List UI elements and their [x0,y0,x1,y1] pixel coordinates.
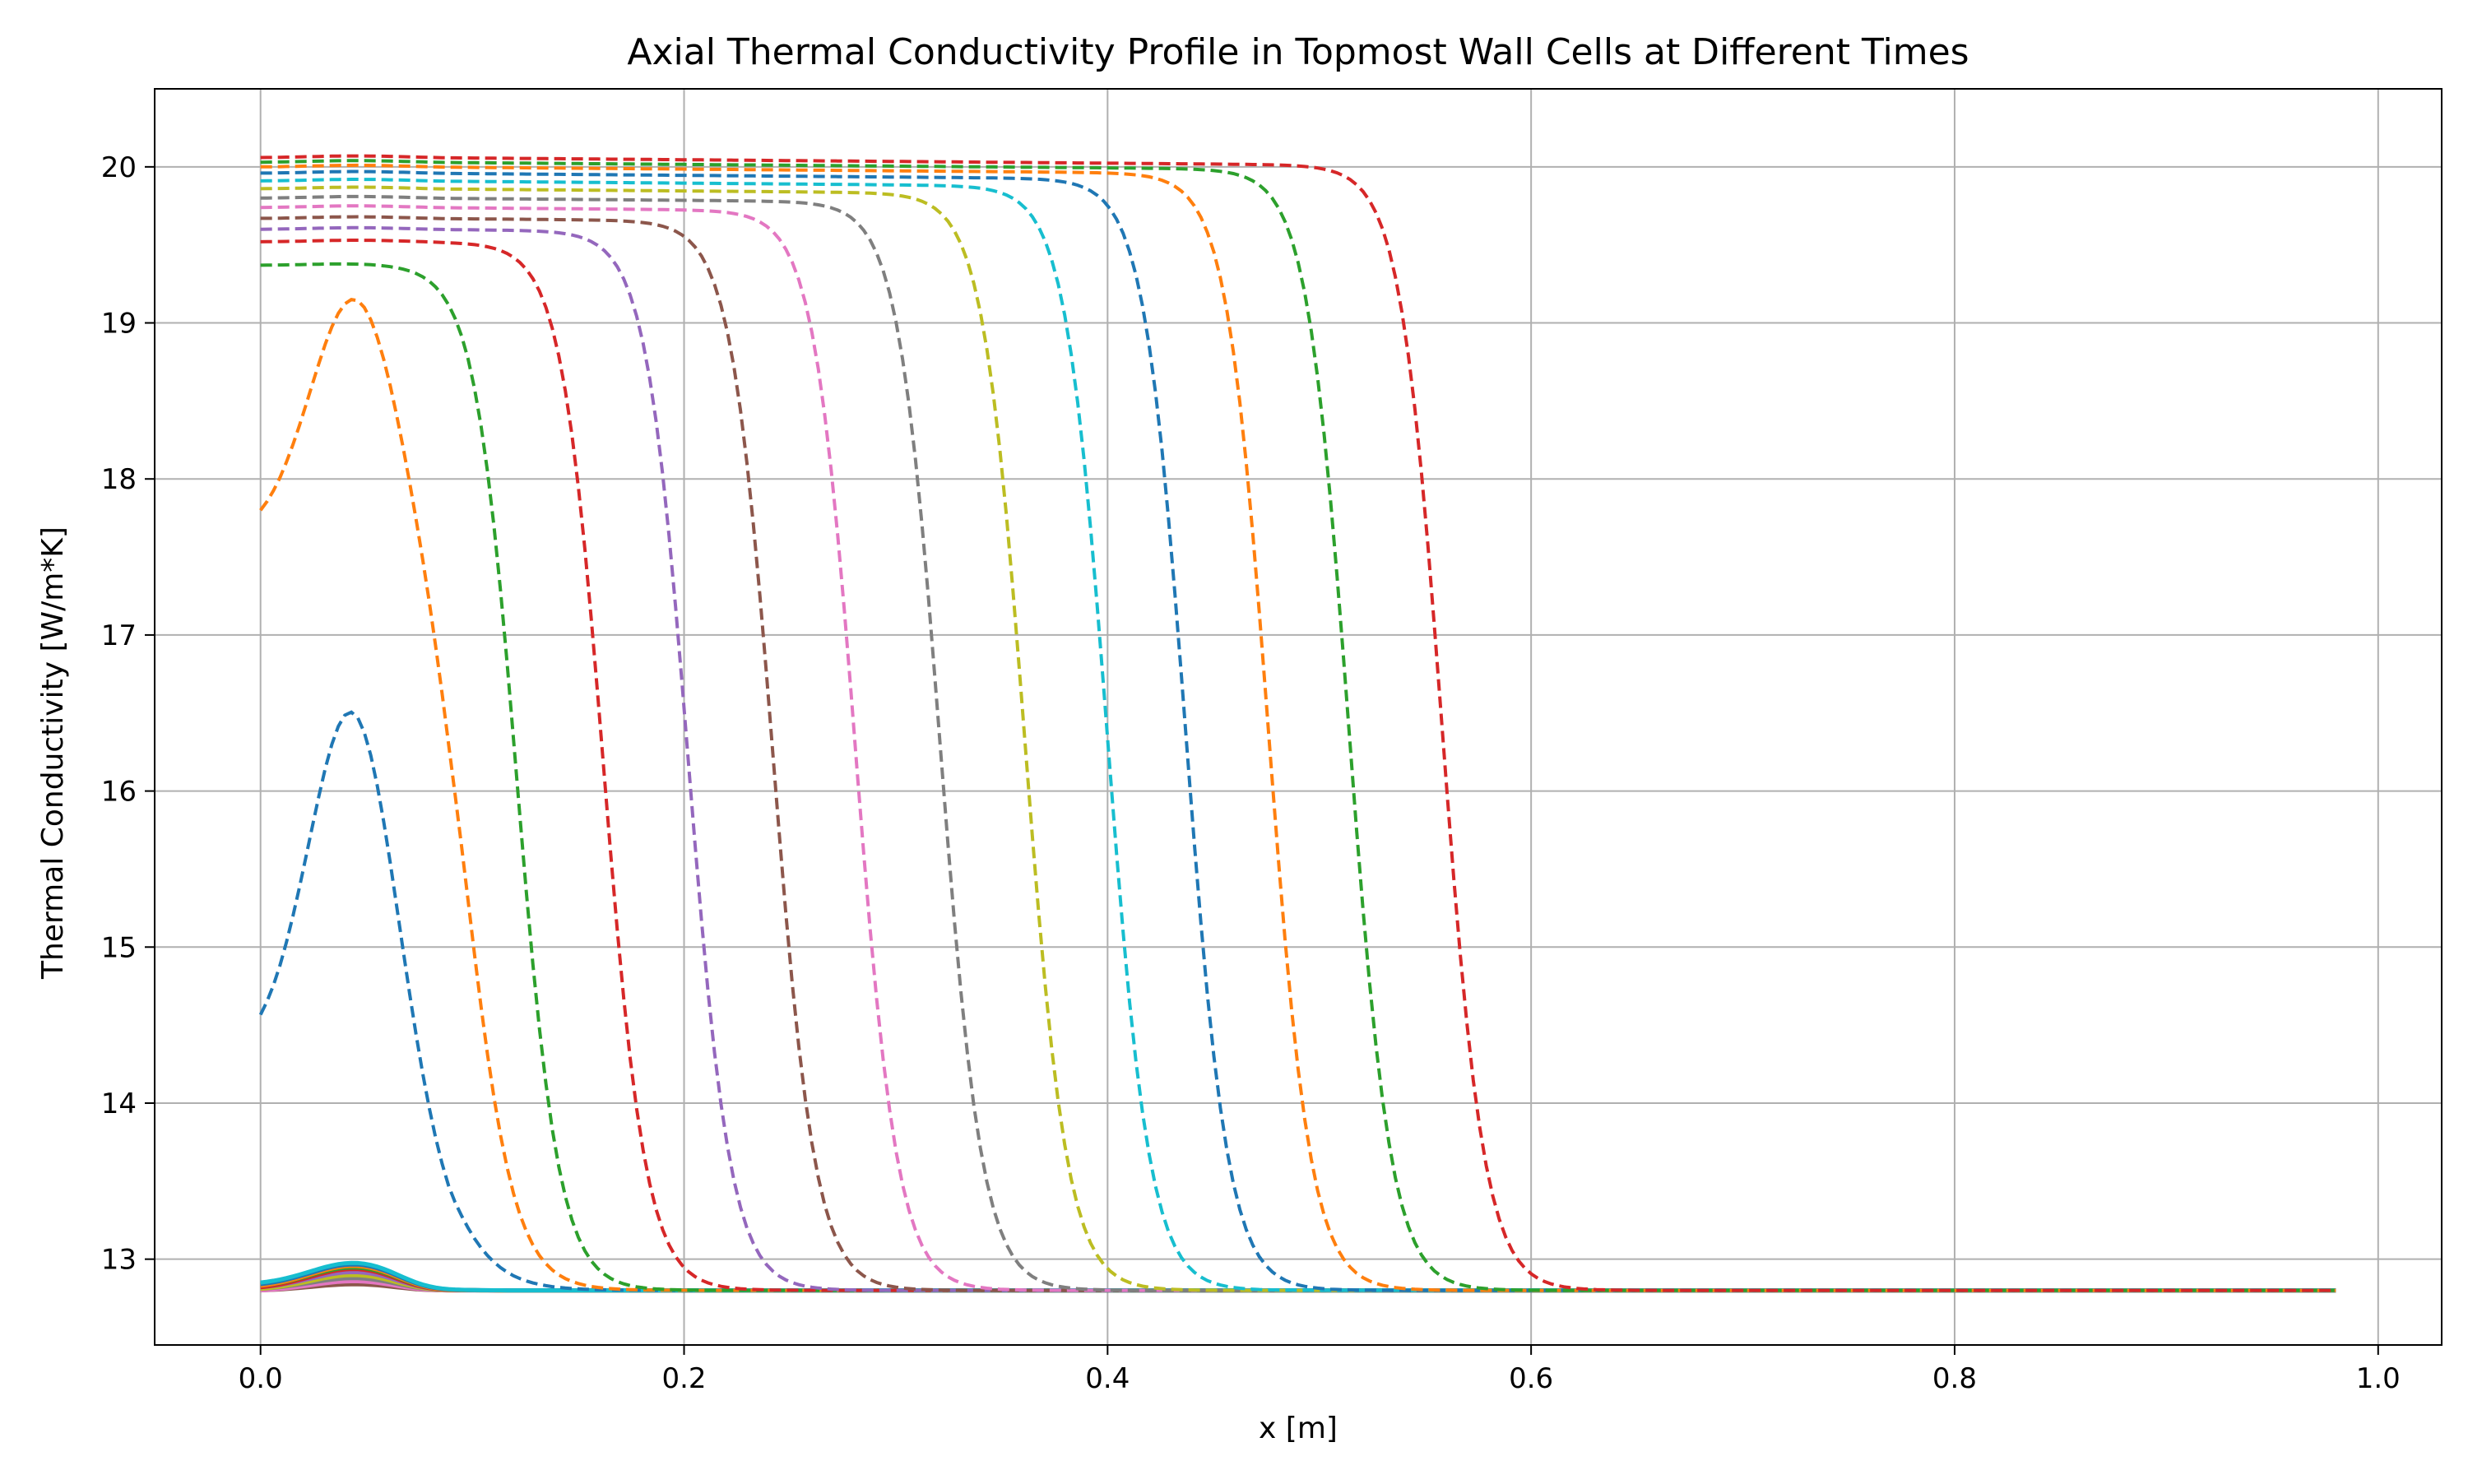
series-line [260,163,2336,1292]
x-axis-label: x [m] [1259,1412,1338,1445]
tick-layer: 0.0 0.2 0.4 0.6 0.8 1.0 13 14 15 16 17 18 19 20 [101,151,2401,1395]
y-axis-label: Thermal Conductivity [W/m*K] [36,526,70,980]
x-tick-label: 0.0 [239,1362,283,1395]
y-tick-label: 19 [101,308,137,341]
y-tick-label: 17 [101,619,137,652]
y-tick-label: 13 [101,1244,137,1277]
x-tick-label: 0.8 [1932,1362,1977,1395]
x-tick-label: 0.2 [661,1362,706,1395]
y-tick-label: 16 [101,776,137,809]
x-tick-label: 0.4 [1085,1362,1130,1395]
series-line [260,178,2336,1292]
plot-area-frame [154,88,2442,1346]
y-tick-label: 20 [101,151,137,184]
series-line [260,154,2336,1292]
y-tick-label: 15 [101,931,137,964]
chart-title: Axial Thermal Conductivity Profile in To… [627,31,1969,73]
x-tick-label: 0.6 [1509,1362,1553,1395]
x-tick-label: 1.0 [2356,1362,2401,1395]
series-line [260,215,2336,1292]
y-tick-label: 14 [101,1087,137,1120]
series-line [260,159,2336,1292]
series-line [260,194,2336,1292]
y-tick-label: 18 [101,463,137,496]
series-layer [258,154,2336,1293]
